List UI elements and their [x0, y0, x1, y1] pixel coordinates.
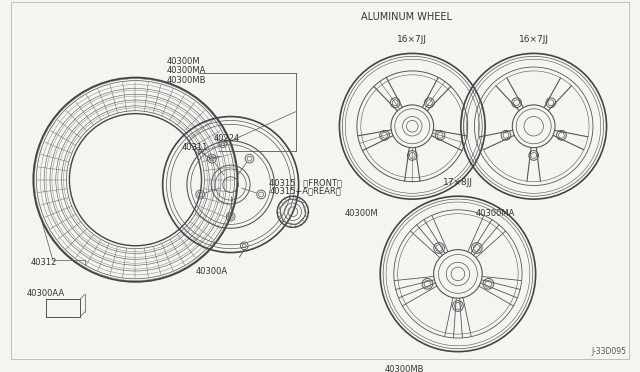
Text: 40300A: 40300A	[196, 267, 228, 276]
Text: 40300MB: 40300MB	[385, 365, 424, 372]
Text: 17×8JJ: 17×8JJ	[443, 178, 473, 187]
Text: 40300M: 40300M	[166, 57, 200, 66]
Text: 16×7JJ: 16×7JJ	[518, 35, 548, 44]
Text: 16×7JJ: 16×7JJ	[397, 35, 428, 44]
Text: 40311: 40311	[182, 143, 209, 152]
Text: 40300M: 40300M	[344, 209, 378, 218]
Text: 40300AA: 40300AA	[27, 289, 65, 298]
Bar	[9, 0, 354, 361]
Text: ALUMINUM WHEEL: ALUMINUM WHEEL	[361, 13, 452, 22]
Text: 40312: 40312	[31, 258, 57, 267]
Text: 40300MA: 40300MA	[476, 209, 515, 218]
Text: J-33D095: J-33D095	[591, 347, 626, 356]
Text: 40315+A（REAR）: 40315+A（REAR）	[269, 187, 341, 196]
Text: 40300MB: 40300MB	[166, 76, 206, 85]
Text: 40315   （FRONT）: 40315 （FRONT）	[269, 178, 342, 187]
Bar	[354, 0, 631, 361]
Text: 40224: 40224	[213, 134, 239, 143]
Text: 40300MA: 40300MA	[166, 67, 206, 76]
